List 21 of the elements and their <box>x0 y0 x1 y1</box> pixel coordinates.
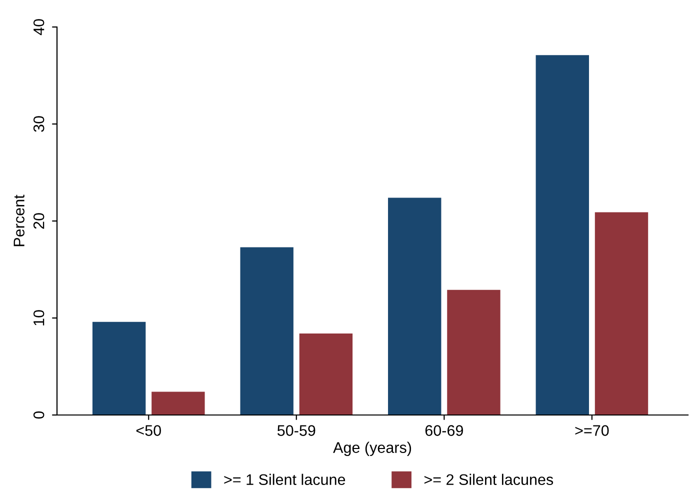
bar <box>240 247 294 415</box>
y-tick-label: 0 <box>33 411 44 419</box>
y-tick-label: 20 <box>33 213 44 229</box>
y-tick-label: 30 <box>33 116 44 132</box>
legend-label: >= 2 Silent lacunes <box>424 474 554 486</box>
y-axis-title: Percent <box>14 194 24 246</box>
x-tick-label: <50 <box>136 425 161 436</box>
bar <box>299 334 353 415</box>
legend-label: >= 1 Silent lacune <box>224 474 346 486</box>
y-tick-label: 40 <box>33 19 44 36</box>
bar <box>152 392 205 415</box>
bar <box>536 55 589 415</box>
y-tick-label: 10 <box>33 310 44 326</box>
bar <box>594 212 648 415</box>
bar <box>447 290 500 415</box>
x-tick-label: 50-59 <box>277 425 316 436</box>
x-axis-title: Age (years) <box>333 442 412 456</box>
x-tick-label: >=70 <box>575 425 609 436</box>
bar <box>388 198 442 415</box>
x-tick-label: 60-69 <box>425 425 463 436</box>
bar <box>92 322 146 415</box>
